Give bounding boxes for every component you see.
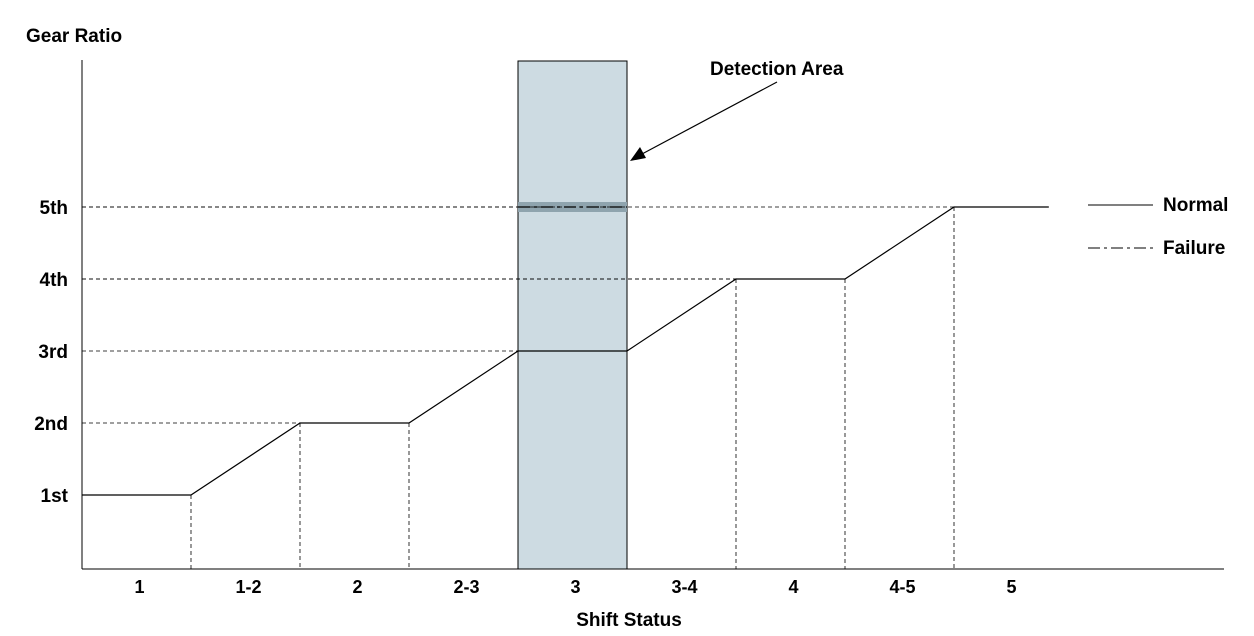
y-tick-label: 4th (40, 270, 69, 291)
y-tick-label: 1st (41, 486, 69, 507)
x-axis-title: Shift Status (576, 610, 682, 631)
x-tick-label: 2 (352, 577, 362, 597)
x-tick-label: 1 (134, 577, 144, 597)
detection-area-arrow (630, 81, 778, 161)
x-tick-label: 4 (788, 577, 798, 597)
y-tick-label: 2nd (34, 414, 68, 435)
y-tick-label: 5th (40, 198, 69, 219)
series-normal-line (82, 206, 1049, 496)
y-axis-title: Gear Ratio (26, 26, 122, 47)
x-tick-label: 4-5 (889, 577, 915, 597)
legend: Normal Failure (1088, 195, 1228, 259)
x-tick-label: 1-2 (235, 577, 261, 597)
x-tick-label: 5 (1006, 577, 1016, 597)
x-tick-label: 2-3 (453, 577, 479, 597)
x-tick-label: 3 (570, 577, 580, 597)
legend-failure-label: Failure (1163, 238, 1225, 259)
legend-normal-label: Normal (1163, 195, 1228, 216)
detection-area-label: Detection Area (710, 59, 844, 80)
x-tick-label: 3-4 (671, 577, 697, 597)
y-tick-label: 3rd (38, 342, 68, 363)
detection-area-highlight (517, 60, 628, 570)
